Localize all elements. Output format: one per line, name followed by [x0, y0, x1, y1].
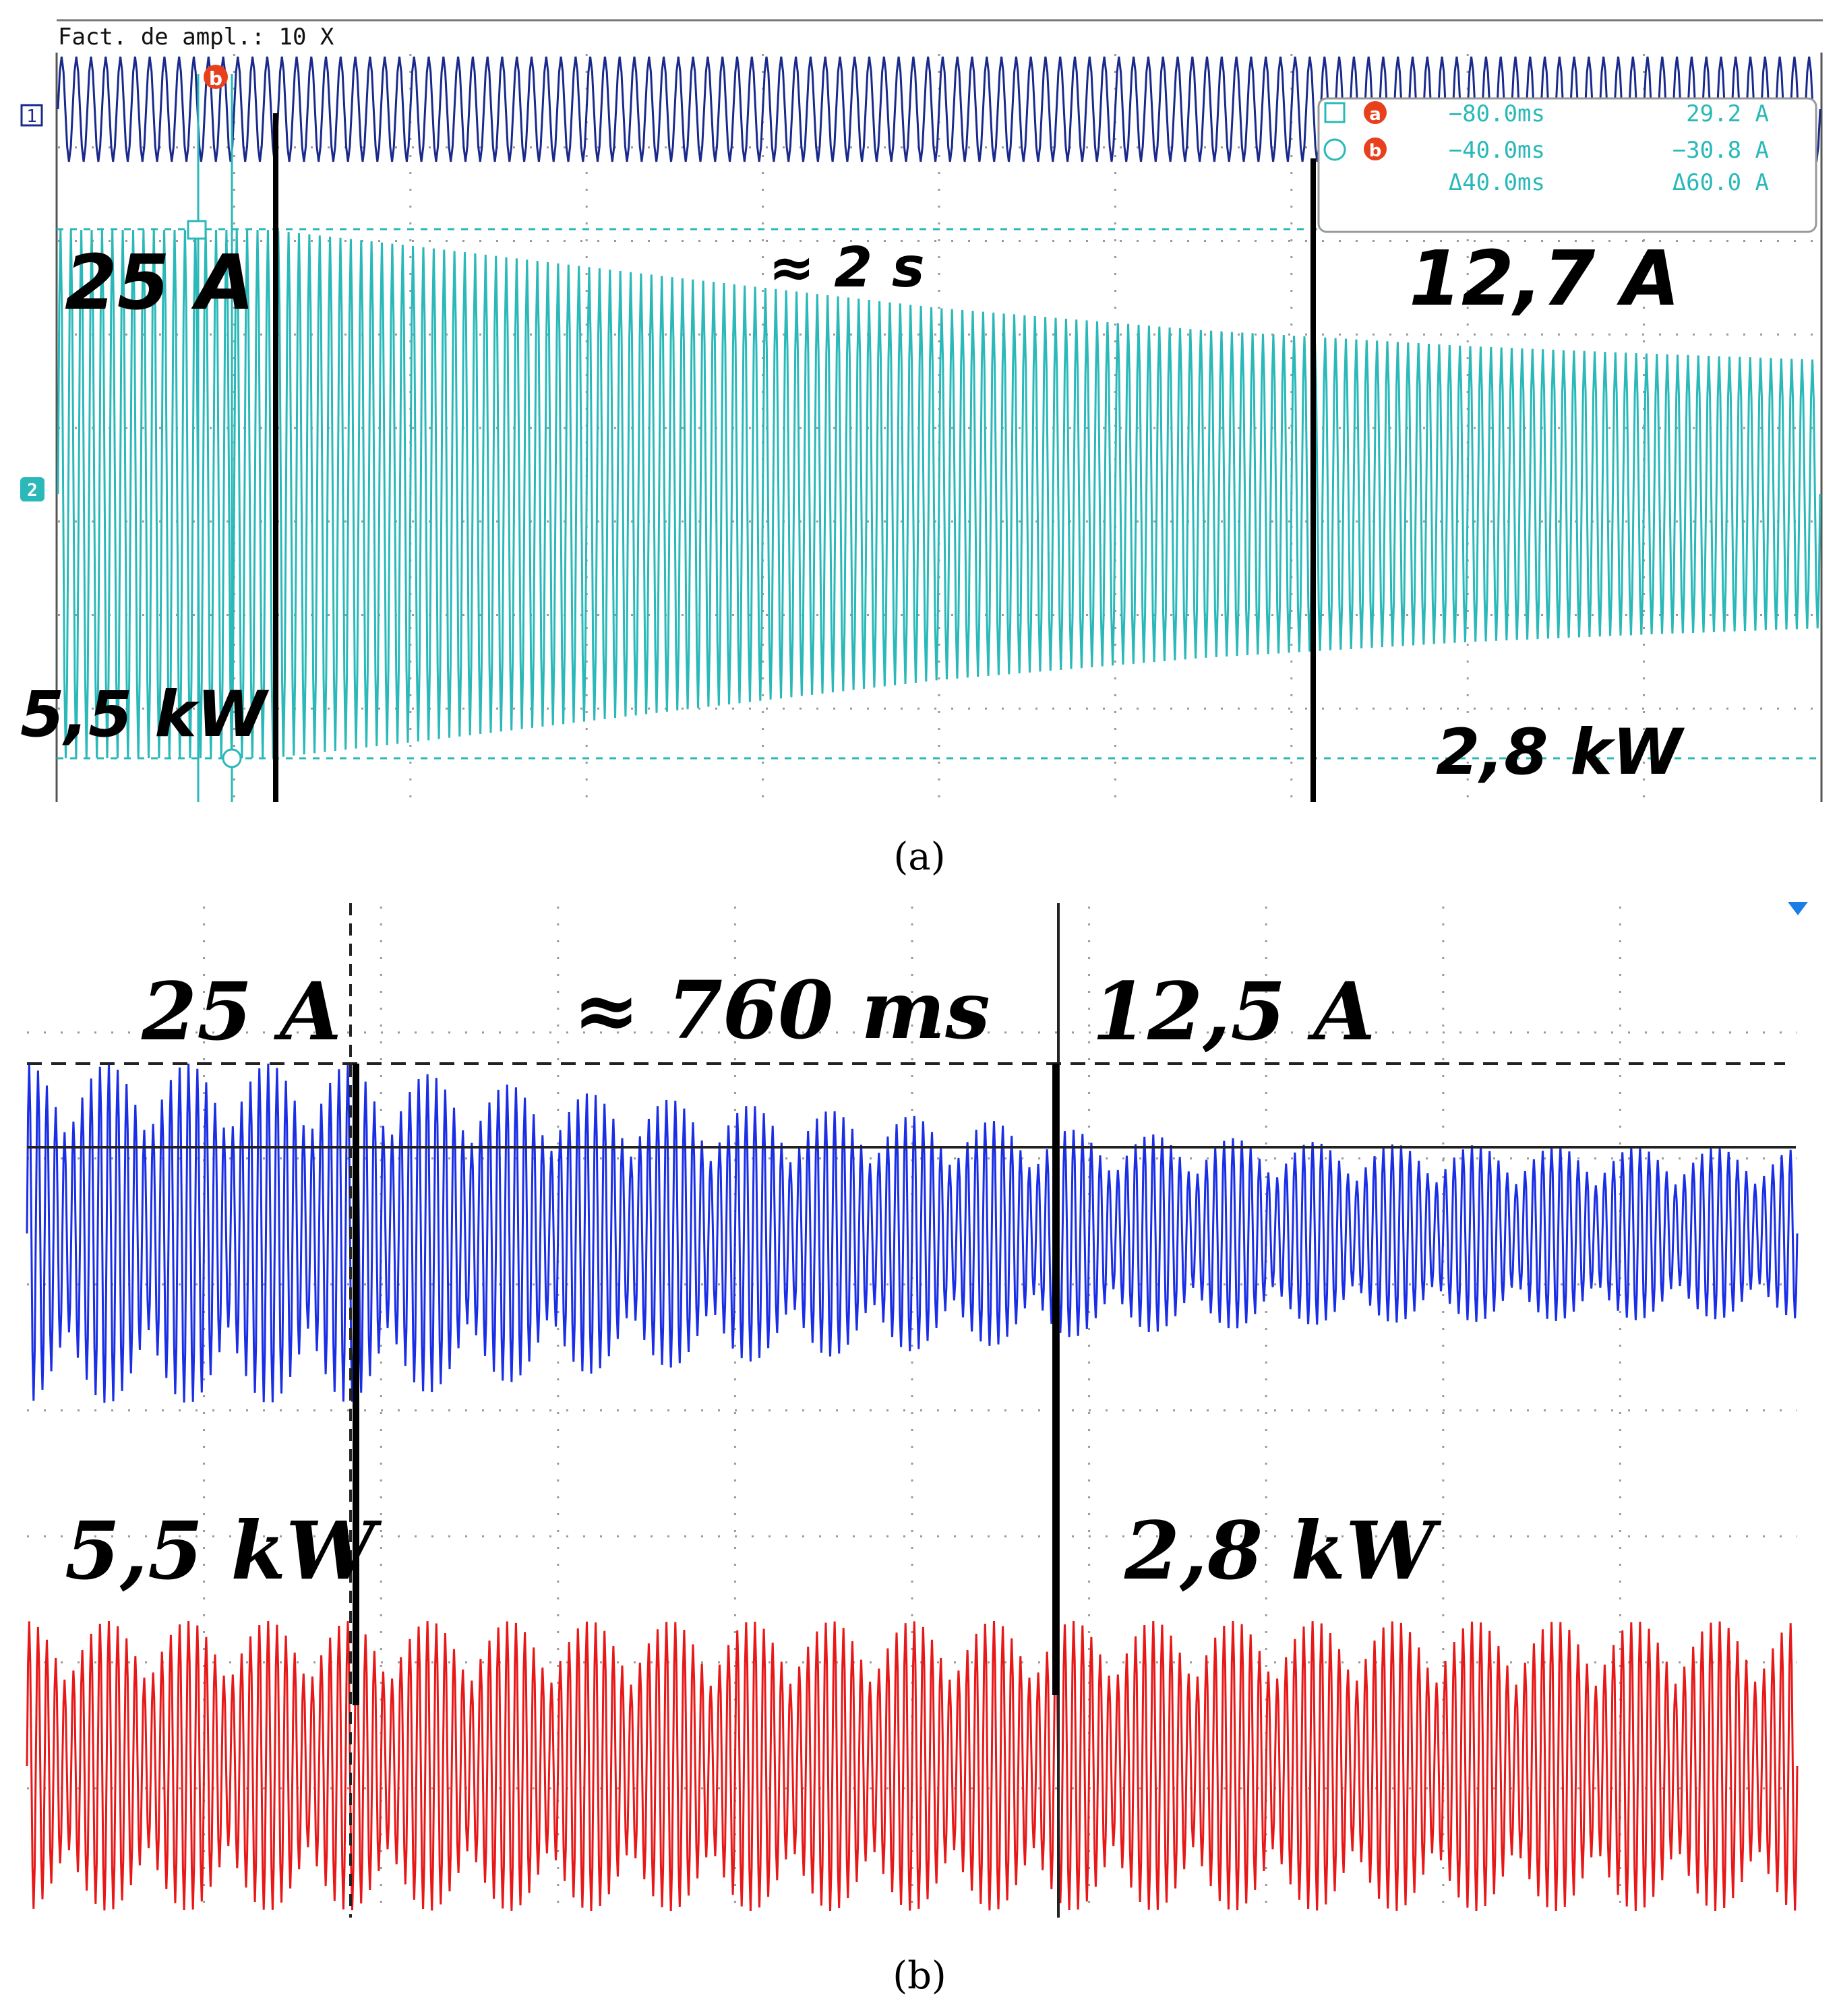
readout-b-time: −40.0ms — [1449, 137, 1545, 164]
trigger-marker-icon — [1788, 902, 1808, 915]
start-power-label: 5,5 kW — [65, 1504, 382, 1597]
channel-2-current-trace — [57, 229, 1821, 759]
readout-delta-value: Δ60.0 A — [1672, 169, 1769, 196]
readout-a-value: 29.2 A — [1686, 100, 1769, 127]
caption-b: (b) — [893, 1954, 946, 1998]
duration-label: ≈ 2 s — [768, 236, 925, 300]
amplification-factor-label: Fact. de ampl.: 10 X — [58, 24, 334, 51]
end-power-label: 2,8 kW — [1436, 716, 1685, 789]
end-current-label: 12,7 A — [1409, 235, 1680, 323]
channel-2-marker — [20, 477, 44, 501]
readout-a-square-icon — [1324, 102, 1346, 123]
channel-1-marker — [20, 104, 43, 127]
panel-a: Fact. de ampl.: 10 X b 1 2 a −80.0ms 29.… — [20, 19, 1823, 802]
readout-a-badge — [1364, 101, 1387, 124]
readout-b-badge-label: b — [1369, 141, 1382, 161]
power-trace — [26, 1620, 1799, 1912]
readout-a-time: −80.0ms — [1449, 100, 1545, 127]
end-power-label: 2,8 kW — [1124, 1504, 1442, 1597]
readout-b-badge — [1364, 138, 1387, 160]
cursor-b-circle-marker — [222, 748, 242, 768]
panel-a-grid — [58, 54, 1820, 802]
current-trace — [26, 1063, 1799, 1403]
cursor-b-top-marker — [204, 65, 228, 89]
readout-a-badge-label: a — [1369, 104, 1381, 125]
duration-label: ≈ 760 ms — [573, 963, 990, 1057]
end-current-label: 12,5 A — [1092, 965, 1375, 1058]
cursor-readout-box: a −80.0ms 29.2 A b −40.0ms −30.8 A Δ40.0… — [1317, 97, 1817, 233]
readout-b-circle-icon — [1323, 138, 1346, 161]
cursor-b-top-label: b — [209, 67, 222, 90]
caption-a: (a) — [893, 835, 945, 879]
start-current-label: 25 A — [65, 239, 255, 327]
channel-1-marker-label: 1 — [26, 106, 37, 127]
cursor-a-square-marker — [187, 220, 207, 240]
channel-2-marker-label: 2 — [27, 481, 38, 501]
panel-b: 25 A ≈ 760 ms 12,5 A 5,5 kW 2,8 kW — [26, 902, 1808, 1918]
readout-delta-time: Δ40.0ms — [1449, 169, 1545, 196]
start-current-label: 25 A — [141, 965, 342, 1058]
start-power-label: 5,5 kW — [20, 678, 270, 752]
readout-b-value: −30.8 A — [1672, 137, 1769, 164]
